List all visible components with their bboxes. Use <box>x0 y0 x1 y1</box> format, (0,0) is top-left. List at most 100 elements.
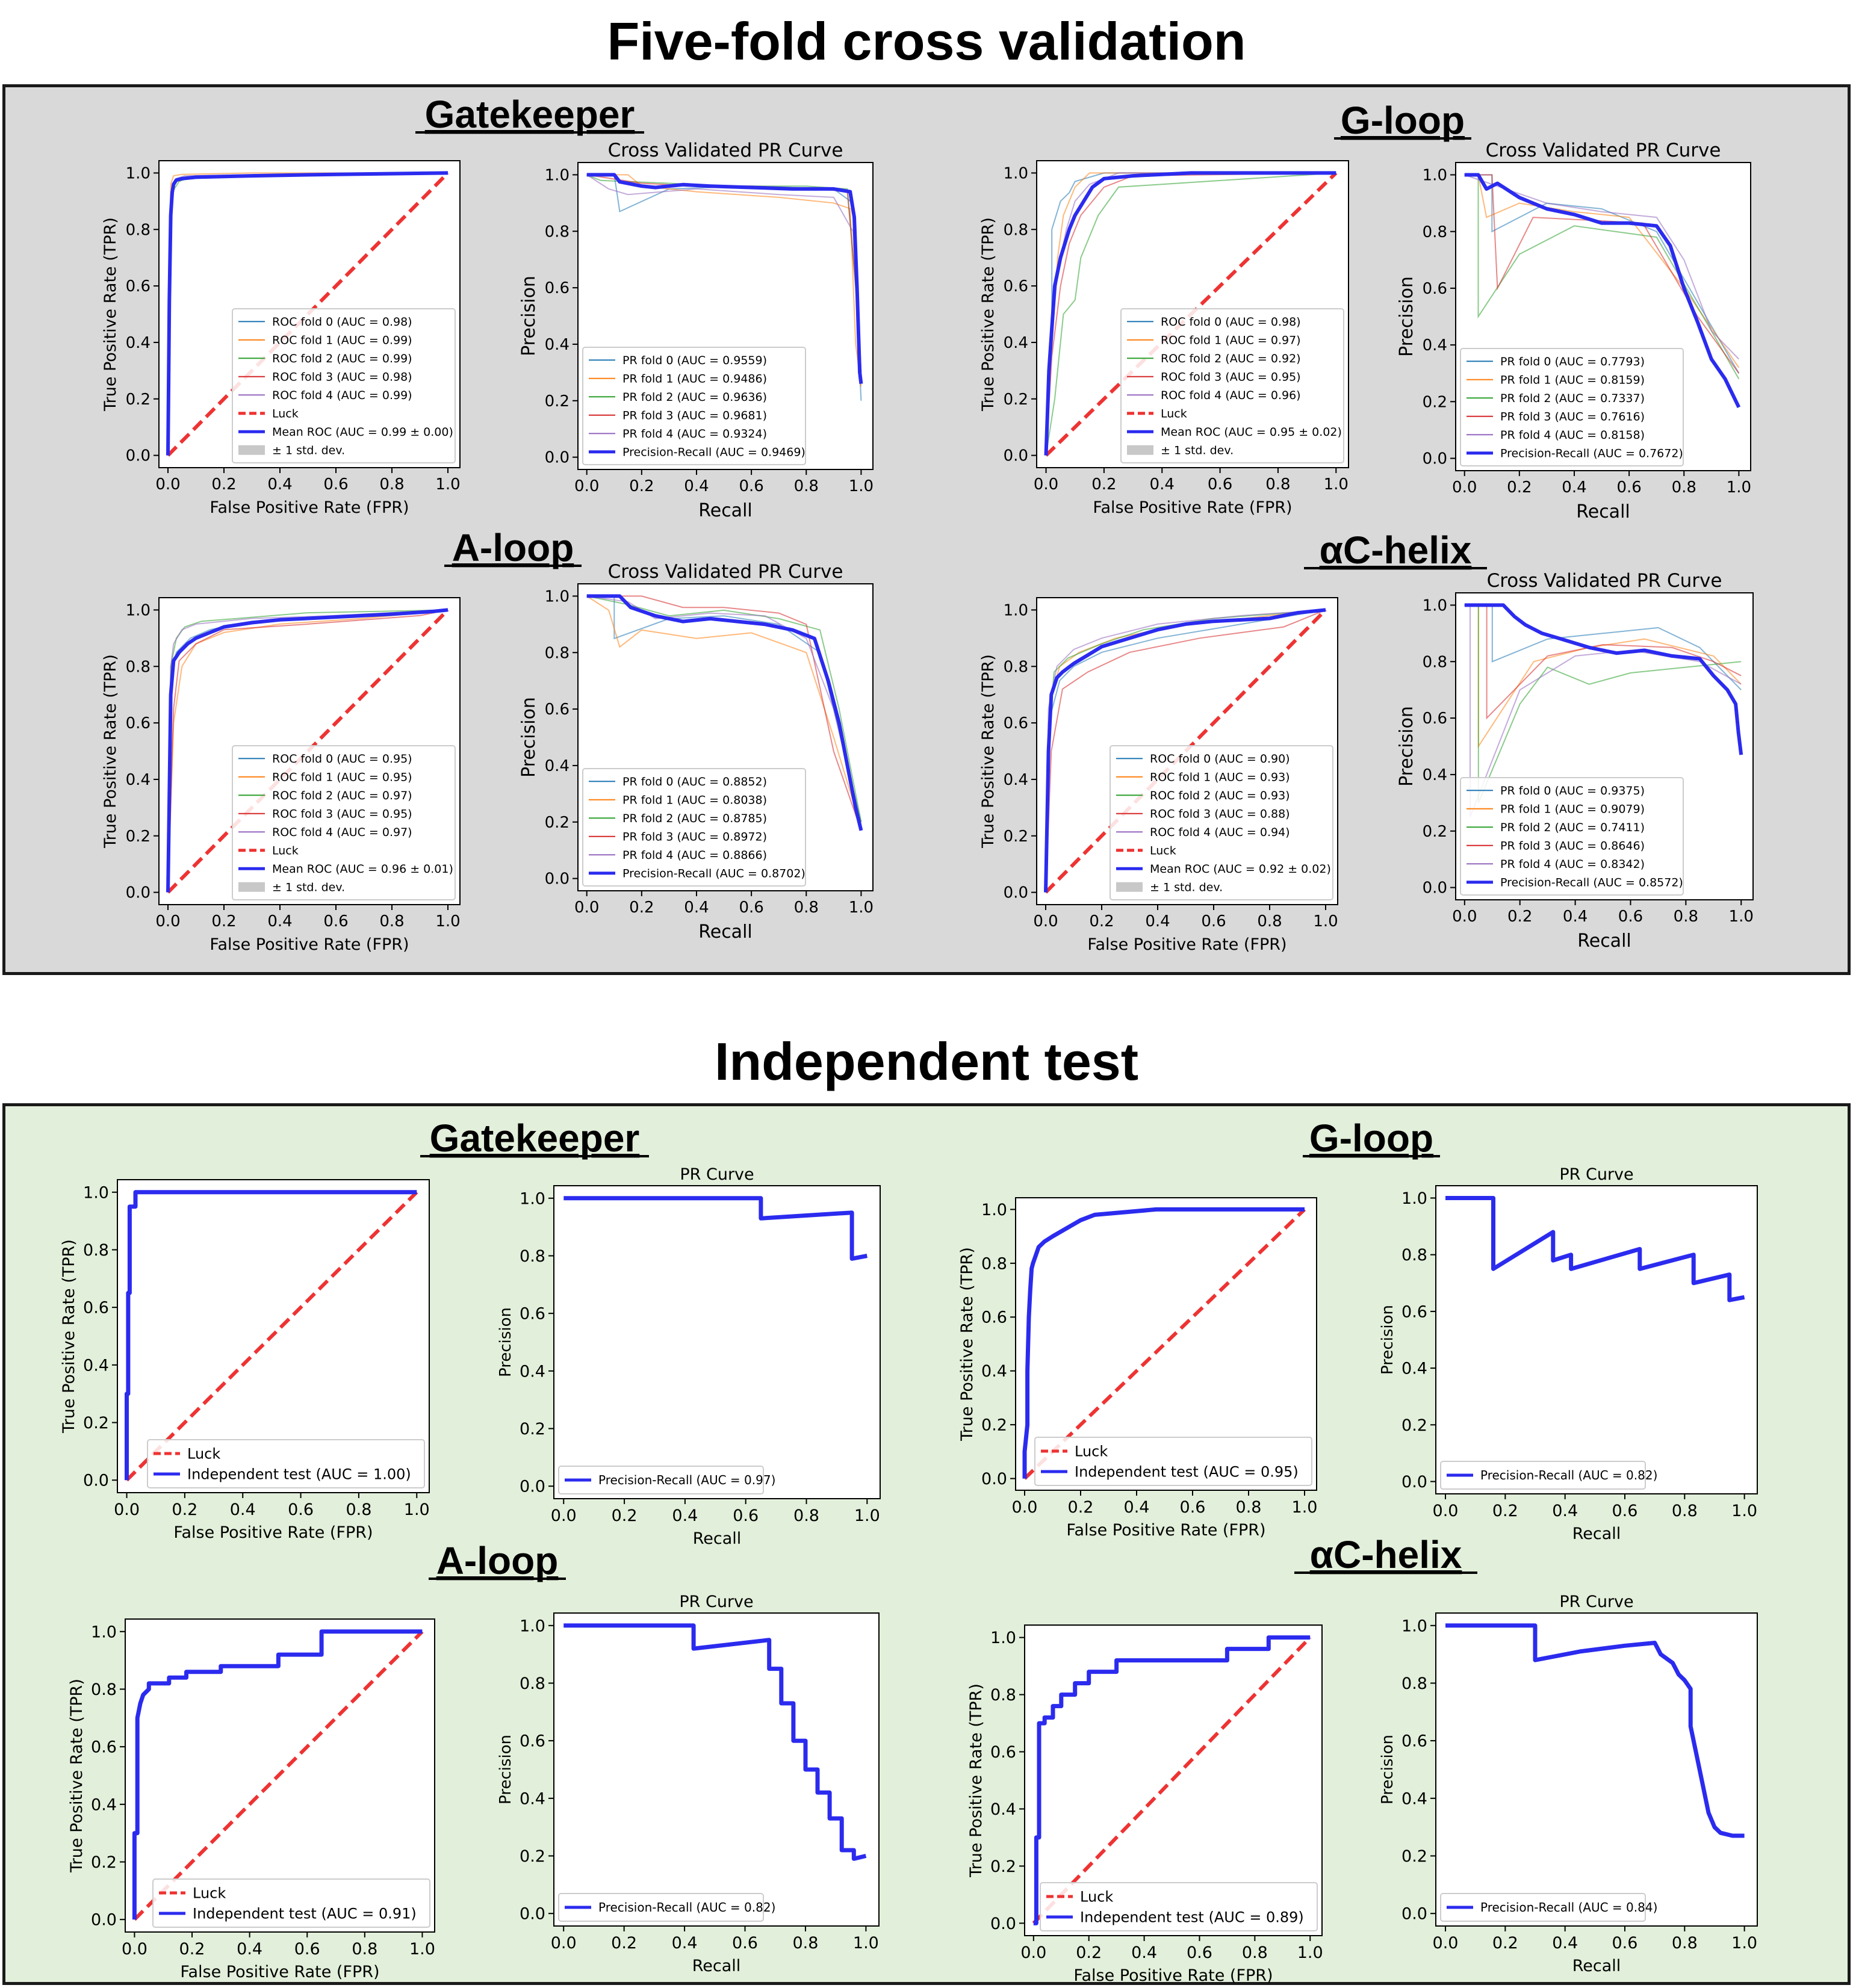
indep-g-loop-pr-chart: 0.0 0.0 0.2 0.2 0.4 0.4 0.6 0.6 0.8 0.8 1.0 1.0 Reca… <box>1379 1165 1758 1543</box>
cv-a-loop-pr-fold-3 <box>586 595 862 831</box>
indep-a-loop-roc-ytick-label: 0.0 <box>91 1911 117 1930</box>
cv-g-loop-pr-xtick-label: 0.2 <box>1507 478 1532 497</box>
cv-c-helix-roc-legend-label: ROC fold 3 (AUC = 0.88) <box>1150 808 1290 821</box>
indep-c-helix-roc-legend: Luck Independent test (AUC = 0.89) <box>1040 1882 1318 1931</box>
indep-c-helix-pr-ytick-label: 0.8 <box>1401 1674 1427 1693</box>
indep-c-helix-pr-ytick-label: 0.0 <box>1401 1905 1427 1924</box>
indep-g-loop-roc-ytick-label: 1.0 <box>981 1201 1007 1219</box>
cv-gatekeeper-pr-ytick-label: 0.0 <box>545 449 570 467</box>
cv-gatekeeper-pr-fold-1 <box>586 174 862 387</box>
indep-a-loop-pr-xtick-label: 1.0 <box>853 1934 879 1952</box>
indep-gatekeeper-pr-xtick-label: 0.4 <box>672 1506 698 1525</box>
cv-c-helix-roc-xtick-label: 0.8 <box>1257 912 1282 931</box>
cv-c-helix-roc-legend-label: ROC fold 4 (AUC = 0.94) <box>1150 826 1290 839</box>
cv-a-loop-pr-legend-label: PR fold 4 (AUC = 0.8866) <box>622 849 767 862</box>
indep-c-helix-roc-ytick-label: 0.6 <box>990 1743 1016 1762</box>
indep-a-loop-roc-main-curve <box>132 1629 423 1920</box>
indep-g-loop-pr-ytick-label: 1.0 <box>1401 1189 1427 1208</box>
indep-a-loop-pr-ytick-label: 1.0 <box>520 1617 545 1635</box>
indep-g-loop-pr-title: PR Curve <box>1559 1165 1633 1184</box>
indep-gatekeeper-pr-plot-area <box>553 1185 881 1499</box>
indep-gatekeeper-pr-ylabel: Precision <box>497 1307 515 1377</box>
cv-c-helix-pr-legend-label: PR fold 3 (AUC = 0.8646) <box>1500 840 1645 853</box>
cv-a-loop-pr-chart: 0.00.0 0.2 0.2 0.4 0.4 0.6 0.6 0.8 0.8 1.0 1.0 Reca… <box>518 561 874 943</box>
indep-gatekeeper-roc-ytick-label: 1.0 <box>83 1183 109 1202</box>
cv-g-loop-pr-xtick-label: 0.4 <box>1562 478 1586 497</box>
cv-gatekeeper-roc-ytick-label: 1.0 <box>126 165 151 183</box>
indep-c-helix-roc-luck-line <box>1032 1636 1312 1925</box>
indep-c-helix-pr-xtick-label: 1.0 <box>1731 1934 1757 1952</box>
cv-g-loop-roc-xtick-label: 0.0 <box>1034 475 1058 494</box>
indep-gatekeeper-pr-ytick-label: 0.4 <box>520 1362 545 1381</box>
cv-a-loop-pr-xtick-label: 0.4 <box>684 899 709 917</box>
indep-g-loop-pr-plot-area <box>1435 1185 1758 1494</box>
cv-g-loop-roc-ytick-label: 0.6 <box>1004 277 1028 296</box>
cv-c-helix-roc-legend-label: ROC fold 1 (AUC = 0.93) <box>1150 771 1290 784</box>
cv-c-helix-roc-chart: 0.0 0.0 0.2 0.2 0.4 0.4 0.6 0.6 0.8 0.8 1.0 1.0 Fals… <box>979 528 1487 954</box>
cv-a-loop-roc-legend: ROC fold 0 (AUC = 0.95) ROC fold 1 (AUC =… <box>232 745 456 900</box>
indep-g-loop-roc-legend-label: Luck <box>1075 1443 1108 1460</box>
cv-c-helix-roc-ytick-label: 0.6 <box>1004 714 1028 732</box>
cv-g-loop-roc-ytick-label: 0.2 <box>1004 391 1028 409</box>
cv-c-helix-roc-ytick-label: 1.0 <box>1004 602 1028 620</box>
cv-gatekeeper-roc-legend: ROC fold 0 (AUC = 0.98) ROC fold 1 (AUC =… <box>232 308 456 463</box>
indep-c-helix-roc-xtick-label: 0.2 <box>1076 1943 1102 1962</box>
cv-c-helix-pr-legend-label: PR fold 4 (AUC = 0.8342) <box>1500 858 1645 871</box>
indep-g-loop-roc-main-curve <box>1022 1207 1305 1479</box>
cv-g-loop-pr-ytick-label: 1.0 <box>1423 167 1447 185</box>
indep-a-loop-pr-ytick-label: 0.4 <box>520 1789 545 1808</box>
indep-c-helix-pr-ytick-label: 0.4 <box>1401 1789 1427 1808</box>
cv-g-loop-roc-chart: 0.0 0.0 0.2 0.2 0.4 0.4 0.6 0.6 0.8 0.8 1.0 1.0 Fals… <box>979 99 1471 517</box>
indep-gatekeeper-pr-ytick-label: 0.0 <box>520 1478 545 1496</box>
cv-a-loop-roc-fold-1 <box>167 609 449 893</box>
cv-a-loop-pr-ytick-label: 0.0 <box>545 870 570 888</box>
indep-gatekeeper-roc-xtick-label: 0.2 <box>172 1500 197 1519</box>
cv-gatekeeper-pr-main-curve <box>586 173 863 384</box>
cv-c-helix-roc-main-curve <box>1044 608 1326 893</box>
indep-c-helix-roc-main-curve <box>1033 1635 1311 1925</box>
indep-gatekeeper-pr-legend: Precision-Recall (AUC = 0.97) <box>558 1466 775 1494</box>
indep-g-loop-roc-ytick-label: 0.2 <box>981 1416 1007 1435</box>
cv-a-loop-roc-xtick-label: 1.0 <box>435 912 460 931</box>
cv-gatekeeper-pr-ytick-label: 0.8 <box>545 223 570 241</box>
cv-gatekeeper-pr-legend-label: PR fold 1 (AUC = 0.9486) <box>622 373 767 386</box>
cv-a-loop-roc-ylabel: True Positive Rate (TPR) <box>101 654 120 849</box>
cv-c-helix-pr-ytick-label: 0.6 <box>1423 710 1447 728</box>
indep-g-loop-pr-legend-box <box>1440 1461 1646 1490</box>
cv-a-loop-roc-xtick-label: 0.0 <box>155 912 180 931</box>
cv-gatekeeper-pr-ytick-label: 0.6 <box>545 279 570 297</box>
cv-g-loop-pr-xlabel: Recall <box>1576 501 1630 522</box>
cv-g-loop-pr-ytick-label: 0.4 <box>1423 336 1447 355</box>
indep-a-loop-roc-xtick-label: 0.4 <box>237 1940 262 1959</box>
cv-a-loop-pr-legend-label: Precision-Recall (AUC = 0.8702) <box>622 867 805 881</box>
cv-c-helix-pr-xtick-label: 0.2 <box>1507 908 1532 926</box>
cv-g-loop-pr-legend-label: PR fold 2 (AUC = 0.7337) <box>1500 392 1645 405</box>
cv-gatekeeper-roc-main-curve <box>166 171 449 456</box>
cv-g-loop-pr-fold-2 <box>1464 174 1740 380</box>
cv-gatekeeper-roc-region-title: Gatekeeper <box>425 93 635 136</box>
indep-c-helix-pr-ytick-label: 0.6 <box>1401 1732 1427 1751</box>
cv-a-loop-pr-ytick-label: 0.4 <box>545 757 570 775</box>
cv-c-helix-roc-ytick-label: 0.4 <box>1004 771 1028 789</box>
cv-c-helix-pr-chart: 0.0 0.0 0.2 0.2 0.4 0.4 0.6 0.6 0.8 0.8 1.0 1.0 Reca… <box>1396 570 1754 952</box>
indep-gatekeeper-pr-chart: 0.0 0.0 0.2 0.2 0.4 0.4 0.6 0.6 0.8 0.8 1.0 1.0 Reca… <box>497 1165 881 1548</box>
indep-gatekeeper-roc-ytick-label: 0.8 <box>83 1241 109 1260</box>
cv-gatekeeper-roc-xtick-label: 1.0 <box>435 475 460 494</box>
cv-a-loop-roc-legend-label: Luck <box>272 844 299 858</box>
indep-a-loop-roc-ylabel: True Positive Rate (TPR) <box>67 1679 86 1873</box>
indep-gatekeeper-roc-region-title: Gatekeeper <box>430 1116 640 1160</box>
cv-c-helix-roc-xtick-label: 0.0 <box>1033 912 1058 931</box>
cv-gatekeeper-pr-fold-4 <box>586 174 862 379</box>
cv-c-helix-pr-xtick-label: 1.0 <box>1729 908 1754 926</box>
indep-a-loop-roc-legend: Luck Independent test (AUC = 0.91) <box>152 1878 430 1928</box>
indep-g-loop-roc-xlabel: False Positive Rate (FPR) <box>1066 1521 1265 1540</box>
indep-c-helix-pr-xtick-label: 0.4 <box>1552 1934 1578 1952</box>
cv-c-helix-roc-legend-label: Luck <box>1150 844 1176 858</box>
cv-gatekeeper-pr-ytick-label: 0.2 <box>545 392 570 410</box>
indep-gatekeeper-roc-legend-box <box>147 1439 425 1488</box>
indep-gatekeeper-pr-ytick-label: 1.0 <box>520 1189 545 1208</box>
cv-g-loop-pr-xtick-label: 0.0 <box>1452 478 1477 497</box>
cv-a-loop-roc-xlabel: False Positive Rate (FPR) <box>210 935 409 954</box>
cv-a-loop-pr-xtick-label: 0.8 <box>794 899 819 917</box>
cv-a-loop-pr-legend-label: PR fold 2 (AUC = 0.8785) <box>622 812 767 825</box>
